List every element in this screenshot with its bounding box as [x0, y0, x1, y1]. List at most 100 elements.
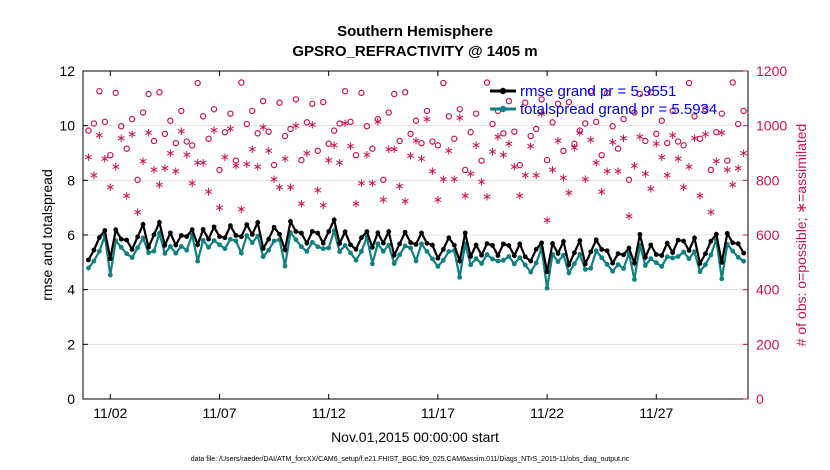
rmse-point [135, 234, 140, 240]
possible-obs-point [593, 118, 600, 126]
rmse-point [189, 227, 195, 233]
totalspread-point [266, 247, 272, 253]
assimilated-obs-point: ∗ [406, 149, 416, 163]
assimilated-obs-point: ∗ [602, 164, 612, 178]
assimilated-obs-point: ∗ [438, 172, 448, 186]
possible-obs-point [96, 88, 103, 95]
x-axis-label: Nov.01,2015 00:00:00 start [331, 429, 499, 445]
assimilated-obs-point: ∗ [127, 127, 137, 141]
totalspread-point [391, 261, 397, 266]
totalspread-point [326, 245, 332, 251]
rmse-point [653, 252, 659, 257]
rmse-point [484, 241, 490, 247]
possible-obs-point [527, 132, 534, 140]
rmse-point [621, 252, 626, 258]
totalspread-point [271, 238, 277, 244]
assimilated-obs-point: ∗ [83, 150, 93, 164]
totalspread-point [440, 257, 446, 263]
rmse-point [118, 236, 124, 242]
assimilated-obs-point: ∗ [422, 112, 432, 126]
rmse-point [282, 247, 288, 253]
rmse-point [402, 229, 408, 235]
possible-obs-point [145, 90, 152, 98]
totalspread-point [599, 255, 605, 261]
assimilated-obs-point: ∗ [143, 126, 153, 140]
possible-obs-point [582, 120, 589, 127]
assimilated-obs-point: ∗ [597, 184, 607, 198]
totalspread-point [517, 255, 523, 261]
data-file-footer: data file: /Users/raeder/DAI/ATM_forcXX/… [191, 456, 630, 463]
totalspread-point [337, 249, 343, 255]
assimilated-obs-point: ∗ [640, 167, 650, 181]
rmse-point [528, 258, 534, 264]
possible-obs-point [276, 99, 283, 106]
rmse-point [659, 253, 665, 258]
assimilated-obs-point: ∗ [493, 130, 503, 144]
assimilated-obs-point: ∗ [684, 160, 694, 174]
rmse-point [320, 240, 326, 246]
possible-obs-point [221, 129, 229, 136]
rmse-point [724, 231, 730, 236]
assimilated-obs-point: ∗ [427, 164, 437, 178]
totalspread-point [457, 274, 463, 280]
possible-obs-point [380, 176, 387, 183]
totalspread-point [211, 238, 217, 243]
totalspread-point [675, 254, 681, 259]
totalspread-point [664, 254, 670, 260]
assimilated-obs-point: ∗ [373, 115, 383, 129]
rmse-point [615, 251, 621, 257]
totalspread-point [577, 252, 583, 257]
possible-obs-point [172, 139, 180, 147]
totalspread-point [206, 244, 211, 250]
totalspread-point [124, 251, 130, 257]
assimilated-obs-point: ∗ [280, 151, 290, 165]
rmse-point [162, 242, 168, 248]
possible-obs-point [352, 151, 360, 159]
x-tick-label: 11/02 [93, 405, 127, 421]
rmse-point [233, 232, 239, 238]
assimilated-obs-point: ∗ [291, 119, 301, 133]
assimilated-obs-point: ∗ [236, 202, 246, 216]
possible-obs-point [112, 89, 119, 97]
possible-obs-point [614, 145, 622, 152]
possible-obs-point [636, 90, 644, 98]
y-right-tick-label: 800 [756, 172, 780, 188]
possible-obs-point [532, 125, 540, 133]
rmse-point [648, 242, 654, 248]
possible-obs-point [391, 90, 398, 98]
assimilated-obs-point: ∗ [378, 192, 388, 206]
possible-obs-point [118, 123, 125, 130]
y-right-tick-label: 1000 [756, 118, 787, 134]
totalspread-point [173, 250, 179, 256]
assimilated-obs-point: ∗ [324, 153, 334, 167]
assimilated-obs-point: ∗ [509, 160, 519, 174]
rmse-point [424, 240, 430, 246]
assimilated-obs-point: ∗ [356, 176, 366, 190]
possible-obs-point [363, 123, 371, 130]
possible-obs-point [336, 120, 343, 127]
assimilated-obs-point: ∗ [313, 183, 323, 197]
assimilated-obs-point: ∗ [520, 168, 530, 182]
assimilated-obs-point: ∗ [89, 168, 99, 182]
possible-obs-point [347, 118, 354, 126]
assimilated-obs-point: ∗ [395, 179, 405, 193]
possible-obs-point [702, 106, 709, 113]
totalspread-point [686, 256, 692, 262]
totalspread-point [506, 254, 512, 259]
assimilated-obs-point: ∗ [116, 131, 126, 145]
possible-obs-point [243, 120, 250, 128]
assimilated-obs-point: ∗ [580, 172, 590, 186]
assimilated-obs-point: ∗ [515, 188, 525, 202]
totalspread-point [719, 276, 725, 282]
possible-obs-point [123, 145, 130, 152]
assimilated-obs-point: ∗ [269, 172, 279, 186]
possible-obs-point [341, 88, 349, 95]
rmse-point [184, 234, 190, 239]
legend-spread-label: totalspread grand pr = 5.5934 [520, 101, 717, 118]
assimilated-obs-point: ∗ [193, 156, 203, 170]
possible-obs-point [603, 89, 611, 97]
totalspread-point [167, 244, 173, 249]
possible-obs-point [178, 107, 185, 115]
totalspread-point [353, 257, 359, 263]
rmse-point [419, 230, 424, 236]
